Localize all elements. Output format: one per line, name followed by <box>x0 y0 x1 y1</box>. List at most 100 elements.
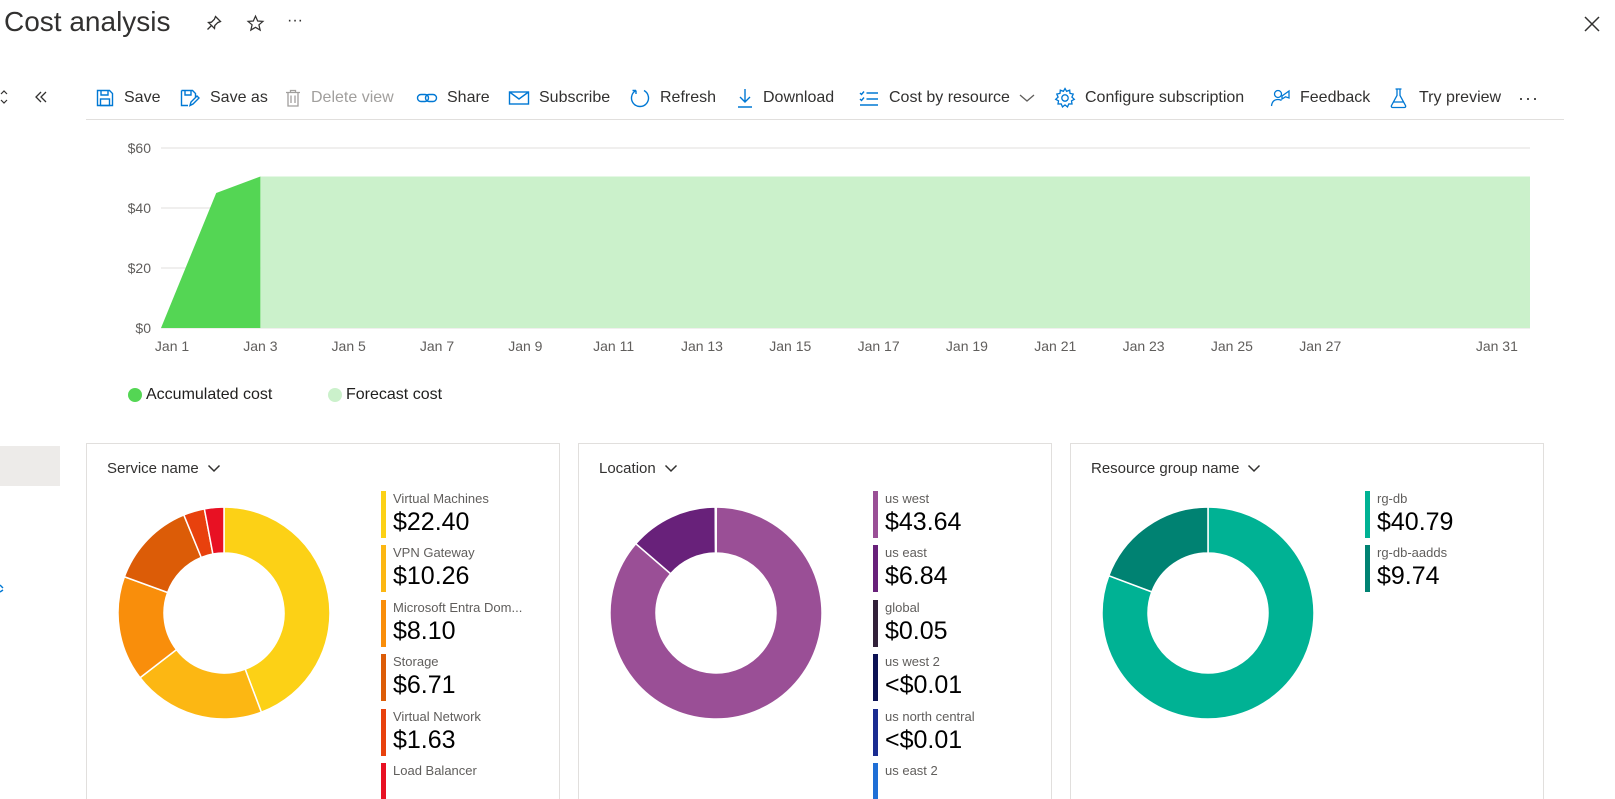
resource-group-dropdown[interactable]: Resource group name <box>1091 460 1261 477</box>
pin-icon[interactable] <box>203 12 225 34</box>
donut-slice[interactable] <box>609 506 823 720</box>
donut-slice[interactable] <box>223 506 331 714</box>
x-tick-label: Jan 9 <box>508 338 542 354</box>
save-button[interactable]: Save <box>95 84 160 112</box>
cost-color-bar <box>381 599 386 647</box>
try-preview-button[interactable]: Try preview <box>1388 84 1501 112</box>
cost-list-item[interactable]: us east 2 <box>873 762 1043 799</box>
legend-forecast-cost[interactable]: Forecast cost <box>328 386 442 404</box>
gear-icon <box>1054 87 1076 108</box>
feedback-label: Feedback <box>1300 89 1371 106</box>
cost-list-item[interactable]: rg-db-aadds $9.74 <box>1365 544 1535 598</box>
service-donut-chart <box>117 506 331 720</box>
share-label: Share <box>447 89 490 106</box>
cost-list-item[interactable]: global $0.05 <box>873 599 1043 653</box>
location-donut-chart <box>609 506 823 720</box>
cost-item-amount: $9.74 <box>1377 562 1440 591</box>
save-as-label: Save as <box>210 89 268 106</box>
mail-icon <box>508 91 530 105</box>
delete-view-button[interactable]: Delete view <box>284 84 394 112</box>
feedback-icon <box>1270 89 1290 107</box>
x-tick-label: Jan 15 <box>769 338 811 354</box>
location-cost-list: us west $43.64 us east $6.84 global $0.05 us w… <box>873 490 1043 799</box>
download-label: Download <box>763 89 835 106</box>
cost-item-amount: $10.26 <box>393 562 470 591</box>
cost-item-name: Virtual Network <box>393 708 481 724</box>
star-icon[interactable] <box>244 12 266 34</box>
cost-item-name: us north central <box>885 708 975 724</box>
cost-item-amount: $0.05 <box>885 616 948 645</box>
x-tick-label: Jan 27 <box>1299 338 1341 354</box>
trash-icon <box>286 89 300 107</box>
subscribe-label: Subscribe <box>539 89 611 106</box>
cost-item-amount: $40.79 <box>1377 508 1454 536</box>
cost-list-item[interactable]: Virtual Machines $22.40 <box>381 490 551 544</box>
cost-color-bar <box>381 491 386 538</box>
cost-list-item[interactable]: rg-db $40.79 <box>1365 490 1535 544</box>
save-as-button[interactable]: Save as <box>179 84 268 112</box>
cost-color-bar <box>873 491 878 538</box>
x-tick-label: Jan 11 <box>593 338 634 354</box>
cost-color-bar <box>381 762 386 799</box>
cost-item-amount: $6.84 <box>885 562 948 591</box>
accumulated-cost-chart: $0$20$40$60 Jan 1 Jan 3 Jan 5 Jan 7 Jan 9 Jan… <box>128 140 1530 354</box>
x-tick-label: Jan 5 <box>332 338 366 354</box>
view-selector-dropdown[interactable]: Cost by resource <box>858 84 1035 112</box>
donut-slice[interactable] <box>1107 506 1209 593</box>
cost-item-name: us west 2 <box>885 654 940 670</box>
cost-list-item[interactable]: Microsoft Entra Dom... $8.10 <box>381 599 551 653</box>
cost-color-bar <box>873 654 878 702</box>
y-tick-label: $0 <box>135 320 151 336</box>
location-header: Location <box>599 460 656 477</box>
refresh-button[interactable]: Refresh <box>629 84 716 112</box>
cost-item-name: Load Balancer <box>393 762 477 778</box>
left-nav-selected-item[interactable] <box>0 446 60 486</box>
cost-item-amount: $1.63 <box>393 725 456 754</box>
close-icon[interactable] <box>1580 12 1604 36</box>
location-card: Location us west $43.64 us east $6.84 global… <box>578 443 1052 799</box>
more-options-icon[interactable]: ··· <box>287 12 303 29</box>
x-tick-label: Jan 21 <box>1034 338 1076 354</box>
left-nav-sort-icon[interactable] <box>0 86 14 108</box>
cost-item-name: VPN Gateway <box>393 545 475 561</box>
cost-list-item[interactable]: us east $6.84 <box>873 544 1043 598</box>
legend-forecast-label: Forecast cost <box>346 386 443 403</box>
cost-list-item[interactable]: us north central <$0.01 <box>873 708 1043 762</box>
cost-item-name: us east 2 <box>885 762 938 778</box>
chevron-down-icon <box>664 464 677 473</box>
cost-list-item[interactable]: us west 2 <$0.01 <box>873 653 1043 707</box>
cost-color-bar <box>1365 491 1370 538</box>
legend-accumulated-cost[interactable]: Accumulated cost <box>128 386 272 404</box>
cost-item-name: Microsoft Entra Dom... <box>393 599 523 615</box>
series-area-forecast-cost[interactable] <box>260 176 1530 329</box>
link-icon <box>416 93 438 103</box>
cost-item-amount: <$0.01 <box>885 671 963 700</box>
chevron-double-left-icon[interactable] <box>30 86 52 108</box>
resource-group-cost-list: rg-db $40.79 rg-db-aadds $9.74 <box>1365 490 1535 599</box>
resource-group-header: Resource group name <box>1091 460 1240 477</box>
service-name-dropdown[interactable]: Service name <box>107 460 221 477</box>
donut-slice[interactable] <box>203 506 225 555</box>
cost-list-item[interactable]: Virtual Network $1.63 <box>381 708 551 762</box>
cost-list-item[interactable]: us west $43.64 <box>873 490 1043 544</box>
toolbar-more-icon[interactable]: ··· <box>1518 87 1539 108</box>
page-title: Cost analysis <box>4 6 171 37</box>
feedback-button[interactable]: Feedback <box>1269 84 1370 112</box>
left-nav-icon[interactable] <box>0 582 4 594</box>
series-area-accumulated-cost[interactable] <box>161 176 261 329</box>
save-as-icon <box>180 89 200 107</box>
cost-item-amount: $43.64 <box>885 508 962 536</box>
save-label: Save <box>124 89 161 106</box>
cost-list-item[interactable]: VPN Gateway $10.26 <box>381 544 551 598</box>
cost-list-item[interactable]: Storage $6.71 <box>381 653 551 707</box>
location-dropdown[interactable]: Location <box>599 460 678 477</box>
cost-list-item[interactable]: Load Balancer <box>381 762 551 799</box>
resource-group-donut-chart <box>1101 506 1315 720</box>
subscribe-button[interactable]: Subscribe <box>508 84 610 112</box>
download-button[interactable]: Download <box>736 84 834 112</box>
donut-slice[interactable] <box>1101 506 1315 720</box>
share-button[interactable]: Share <box>416 84 490 112</box>
cost-item-amount: $8.10 <box>393 616 456 645</box>
configure-subscription-button[interactable]: Configure subscription <box>1054 84 1244 112</box>
cost-color-bar <box>873 708 878 756</box>
